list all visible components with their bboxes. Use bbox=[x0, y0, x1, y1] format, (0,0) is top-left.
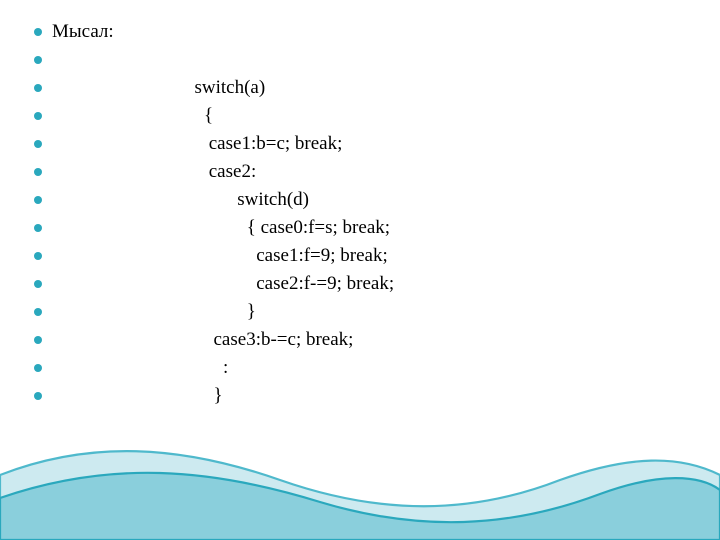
bullet-marker bbox=[34, 280, 42, 288]
bullet-row: { case0:f=s; break; bbox=[34, 214, 700, 242]
bullet-text: : bbox=[52, 354, 228, 382]
bullet-marker bbox=[34, 308, 42, 316]
bullet-row: case1:b=c; break; bbox=[34, 130, 700, 158]
bullet-row: { bbox=[34, 102, 700, 130]
bullet-text: case3:b-=c; break; bbox=[52, 326, 353, 354]
bullet-text: case1:f=9; break; bbox=[52, 242, 388, 270]
bullet-row: case1:f=9; break; bbox=[34, 242, 700, 270]
bullet-marker bbox=[34, 392, 42, 400]
bullet-text: } bbox=[52, 382, 223, 410]
bullet-marker bbox=[34, 168, 42, 176]
bullet-row: case2:f-=9; break; bbox=[34, 270, 700, 298]
bullet-row: switch(d) bbox=[34, 186, 700, 214]
bullet-text: switch(a) bbox=[52, 74, 265, 102]
bullet-row: Мысал: bbox=[34, 18, 700, 46]
bullet-row: case3:b-=c; break; bbox=[34, 326, 700, 354]
bullet-marker bbox=[34, 56, 42, 64]
bullet-text: Мысал: bbox=[52, 18, 114, 46]
bullet-row: case2: bbox=[34, 158, 700, 186]
bullet-marker bbox=[34, 364, 42, 372]
bullet-marker bbox=[34, 140, 42, 148]
bullet-text: switch(d) bbox=[52, 186, 309, 214]
bullet-text: case1:b=c; break; bbox=[52, 130, 342, 158]
bullet-text: } bbox=[52, 298, 256, 326]
slide-content: Мысал: switch(a) { case1:b=c; break; cas… bbox=[34, 18, 700, 410]
bullet-marker bbox=[34, 224, 42, 232]
bullet-marker bbox=[34, 336, 42, 344]
bullet-row: switch(a) bbox=[34, 74, 700, 102]
bullet-row bbox=[34, 46, 700, 74]
decorative-wave bbox=[0, 420, 720, 540]
bullet-text: { bbox=[52, 102, 213, 130]
bullet-row: } bbox=[34, 298, 700, 326]
bullet-text: { case0:f=s; break; bbox=[52, 214, 390, 242]
bullet-text: case2: bbox=[52, 158, 256, 186]
bullet-marker bbox=[34, 84, 42, 92]
bullet-marker bbox=[34, 252, 42, 260]
bullet-marker bbox=[34, 112, 42, 120]
bullet-row: } bbox=[34, 382, 700, 410]
bullet-row: : bbox=[34, 354, 700, 382]
bullet-marker bbox=[34, 196, 42, 204]
bullet-marker bbox=[34, 28, 42, 36]
bullet-text: case2:f-=9; break; bbox=[52, 270, 394, 298]
